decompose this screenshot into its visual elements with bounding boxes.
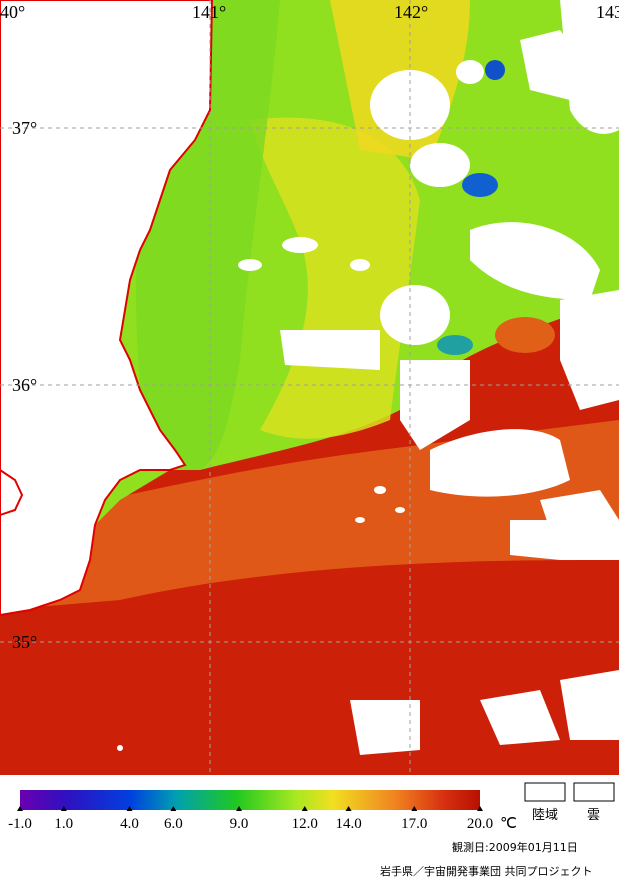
temperature-legend: -1.0 1.0 4.0 6.0 9.0 12.0 14.0 17.0 20.0 ℃ 陸域 雲 … (8, 782, 615, 878)
colorbar-tick-mark (345, 806, 352, 811)
lon-label-142: 142° (394, 2, 428, 22)
colorbar-tick-mark (301, 806, 308, 811)
colorbar-tick-label: 14.0 (335, 816, 361, 832)
cloud-areas (117, 0, 619, 755)
lat-label-37: 37° (12, 118, 37, 138)
lat-label-36: 36° (12, 375, 37, 395)
colorbar-tick-mark (236, 806, 243, 811)
land-area (0, 0, 214, 617)
colorbar-tick-label: -1.0 (8, 816, 32, 832)
colorbar-tick-label: 9.0 (230, 816, 249, 832)
colorbar-tick-label: 17.0 (401, 816, 427, 832)
unit-label: ℃ (500, 816, 517, 832)
graticule-labels: 40° 141° 142° 143° 37° 36° 35° (0, 2, 619, 652)
sea-surface-temperature-map: 40° 141° 142° 143° 37° 36° 35° (0, 0, 619, 775)
lat-label-35: 35° (12, 632, 37, 652)
observation-date: 観測日:2009年01月11日 (452, 840, 578, 854)
colorbar-tick-label: 4.0 (120, 816, 139, 832)
colorbar-ticks: -1.0 1.0 4.0 6.0 9.0 12.0 14.0 17.0 20.0 (8, 806, 493, 832)
lon-label-140: 40° (0, 2, 25, 22)
colorbar-tick-mark (477, 806, 483, 811)
cloud-swatch (573, 782, 615, 802)
project-credit: 岩手県／宇宙開発事業団 共同プロジェクト (380, 864, 593, 878)
land-swatch (524, 782, 566, 802)
graticule (0, 0, 619, 775)
lon-label-143: 143° (596, 2, 619, 22)
colorbar-tick-mark (126, 806, 133, 811)
colorbar (20, 790, 480, 810)
colorbar-tick-label: 20.0 (467, 816, 493, 832)
colorbar-tick-label: 1.0 (54, 816, 73, 832)
colorbar-tick-mark (17, 806, 23, 811)
colorbar-tick-mark (60, 806, 67, 811)
cloud-label: 雲 (587, 808, 600, 823)
colorbar-tick-mark (411, 806, 418, 811)
land-label: 陸域 (532, 807, 558, 823)
colorbar-tick-label: 12.0 (292, 816, 318, 832)
colorbar-tick-label: 6.0 (164, 816, 183, 832)
colorbar-tick-mark (170, 806, 177, 811)
lon-label-141: 141° (192, 2, 226, 22)
